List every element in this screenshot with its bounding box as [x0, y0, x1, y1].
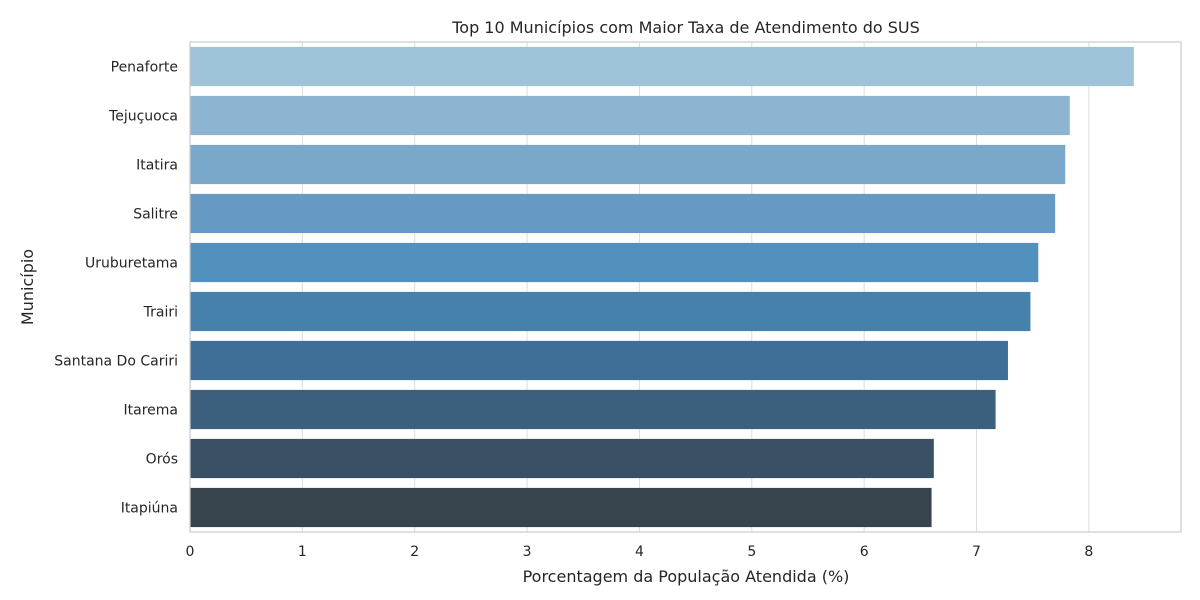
y-axis-title: Município — [18, 249, 37, 325]
x-tick-label: 4 — [635, 544, 644, 560]
bars — [190, 46, 1134, 528]
bar — [190, 95, 1070, 136]
y-tick-label: Penaforte — [111, 60, 178, 76]
y-tick-label: Uruburetama — [85, 256, 178, 272]
bar — [190, 487, 932, 528]
bar — [190, 242, 1039, 283]
x-tick-labels: 0 1 2 3 4 5 6 7 8 — [186, 544, 1094, 560]
bar — [190, 389, 996, 430]
y-tick-label: Salitre — [133, 207, 178, 223]
bar — [190, 438, 934, 479]
plot-frame — [189, 41, 1182, 533]
x-tick-label: 0 — [186, 544, 195, 560]
x-tick-label: 1 — [298, 544, 307, 560]
y-tick-label: Orós — [146, 452, 178, 468]
x-tick-label: 3 — [523, 544, 532, 560]
x-tick-label: 5 — [747, 544, 756, 560]
x-axis-title: Porcentagem da População Atendida (%) — [523, 567, 850, 586]
x-tick-label: 7 — [972, 544, 981, 560]
y-tick-label: Itatira — [136, 158, 178, 174]
bar — [190, 144, 1066, 185]
bar — [190, 291, 1031, 332]
y-tick-label: Trairi — [143, 305, 178, 321]
x-tick-label: 8 — [1084, 544, 1093, 560]
y-tick-labels: Penaforte Tejuçuoca Itatira Salitre Uruburet… — [54, 60, 178, 517]
bar — [190, 340, 1008, 381]
y-tick-label: Santana Do Cariri — [54, 354, 178, 370]
x-tick-label: 6 — [860, 544, 869, 560]
chart-title: Top 10 Municípios com Maior Taxa de Aten… — [451, 18, 920, 37]
x-tick-label: 2 — [410, 544, 419, 560]
y-tick-label: Itarema — [124, 403, 178, 419]
y-tick-label: Tejuçuoca — [108, 109, 178, 125]
bar — [190, 193, 1056, 234]
y-tick-label: Itapiúna — [121, 501, 178, 517]
bar — [190, 46, 1134, 87]
